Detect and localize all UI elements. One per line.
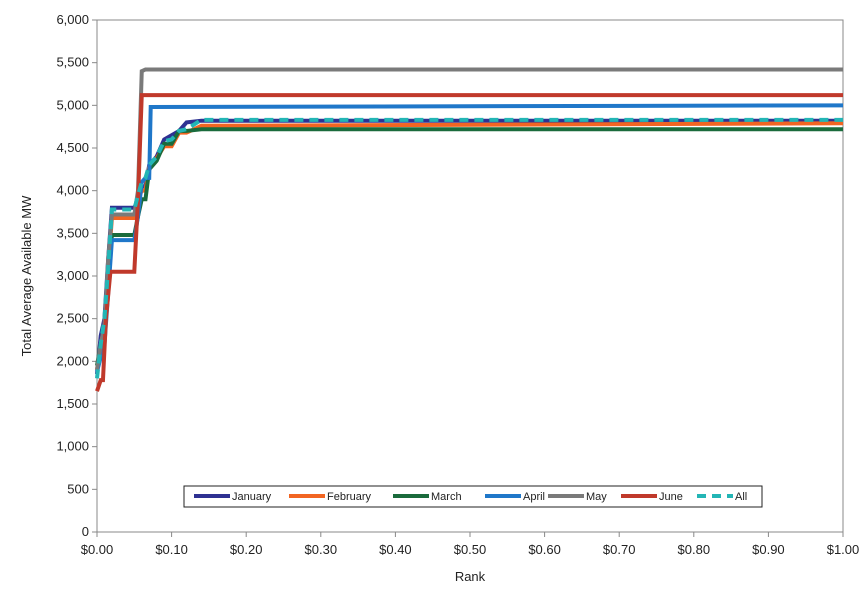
legend-label-all: All (735, 491, 747, 503)
x-tick-label: $0.20 (230, 542, 263, 557)
y-tick-label: 2,500 (56, 311, 89, 326)
y-axis: 0 500 1,000 1,500 2,000 2,500 3,000 3,500 4,000 4… (56, 12, 97, 539)
y-tick-label: 5,000 (56, 97, 89, 112)
x-tick-label: $0.90 (752, 542, 785, 557)
y-tick-label: 1,000 (56, 439, 89, 454)
y-tick-label: 5,500 (56, 55, 89, 70)
series-line-all (95, 117, 843, 379)
y-tick-label: 1,500 (56, 396, 89, 411)
y-tick-label: 0 (82, 524, 89, 539)
x-tick-label: $0.00 (81, 542, 114, 557)
series-line-may (95, 67, 843, 371)
y-tick-label: 3,500 (56, 225, 89, 240)
x-tick-label: $0.30 (305, 542, 338, 557)
series-layer (95, 67, 844, 392)
y-axis-title: Total Average Available MW (19, 195, 34, 356)
legend-label-may: May (586, 491, 607, 503)
x-tick-label: $0.50 (454, 542, 487, 557)
x-axis-title: Rank (455, 569, 486, 584)
legend-box (183, 485, 763, 508)
x-tick-label: $0.80 (678, 542, 711, 557)
x-tick-label: $0.70 (603, 542, 636, 557)
y-tick-label: 500 (67, 481, 89, 496)
x-tick-label: $0.40 (379, 542, 412, 557)
y-tick-label: 4,500 (56, 140, 89, 155)
y-tick-label: 3,000 (56, 268, 89, 283)
y-tick-label: 6,000 (56, 12, 89, 27)
legend-label-february: February (327, 491, 372, 503)
legend-label-march: March (431, 491, 462, 503)
series-line-june (95, 93, 843, 392)
x-tick-label: $0.10 (155, 542, 188, 557)
y-tick-label: 2,000 (56, 353, 89, 368)
legend-label-january: January (232, 491, 272, 503)
x-tick-label: $0.60 (528, 542, 561, 557)
x-axis: $0.00 $0.10 $0.20 $0.30 $0.40 $0.50 $0.60 $0.70… (81, 532, 860, 557)
legend-label-april: April (523, 491, 545, 503)
y-tick-label: 4,000 (56, 183, 89, 198)
legend-label-june: June (659, 491, 683, 503)
x-tick-label: $1.00 (827, 542, 860, 557)
legend: January February March April May June All (183, 485, 763, 508)
